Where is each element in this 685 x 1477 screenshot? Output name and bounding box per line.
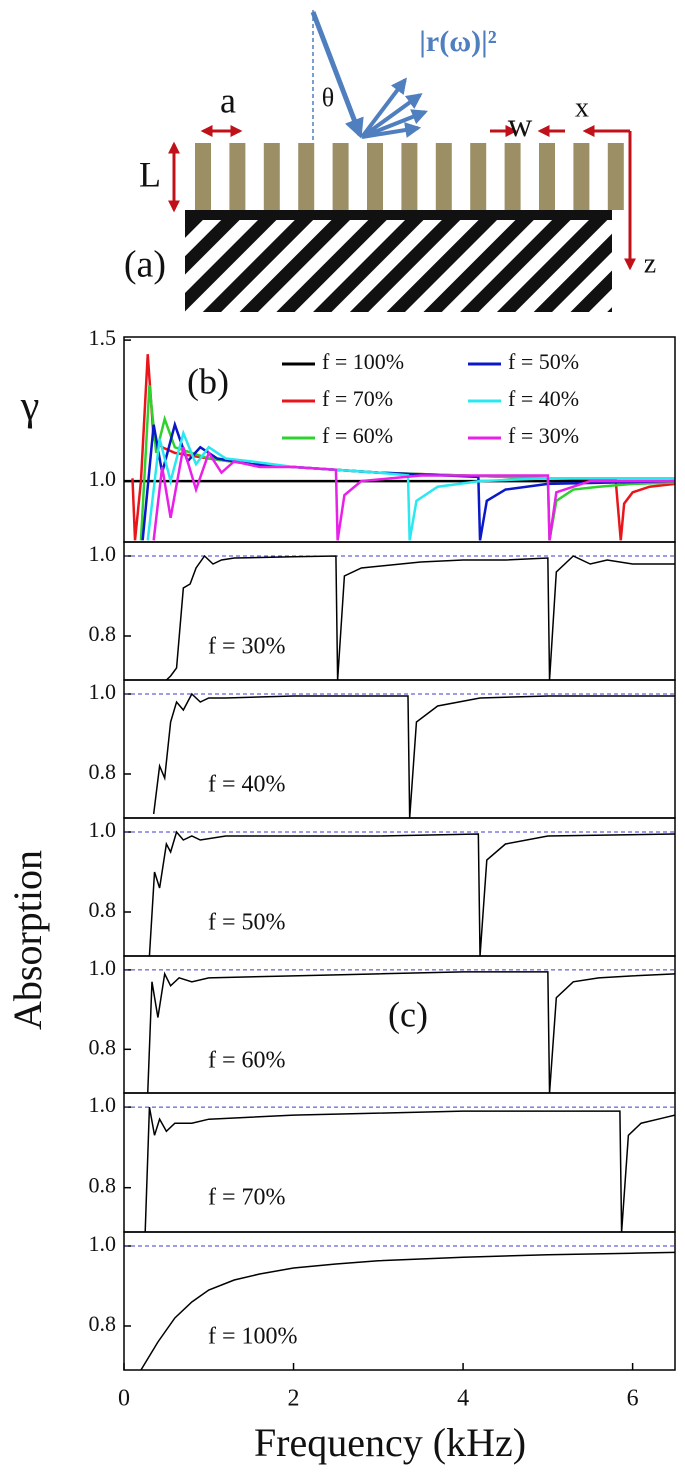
y-tick-label: 1.5	[89, 325, 117, 350]
frame	[123, 541, 676, 681]
y-tick-label: 1.0	[89, 541, 117, 566]
y-tick-label: 0.8	[89, 759, 117, 784]
slat	[607, 143, 624, 210]
lines	[140, 1251, 675, 1370]
dimension-arrows	[168, 125, 636, 271]
width-label: w	[508, 107, 533, 144]
substrate	[185, 220, 612, 312]
y-tick-label: 1.0	[89, 679, 117, 704]
y-tick-label: 1.0	[89, 955, 117, 980]
lines	[152, 692, 675, 818]
slat	[195, 143, 211, 210]
line	[140, 1251, 675, 1370]
y-tick-label: 0.8	[89, 897, 117, 922]
annotation: f = 70%	[208, 1185, 286, 1211]
x-tick-label: 6	[627, 1386, 639, 1412]
y-tick-label: 1.0	[89, 1231, 117, 1256]
backing	[185, 210, 612, 220]
annotation: f = 100%	[208, 1324, 298, 1350]
panel: 0.8 1.0 f = 40%	[89, 679, 676, 819]
line	[152, 692, 675, 818]
panel: 0.8 1.0 0 2 4 6 f = 100% Frequency (kHz)	[89, 1231, 676, 1465]
panel: 0.8 1.0 f = 70%	[89, 1092, 676, 1233]
slat	[367, 143, 383, 210]
slat	[573, 143, 590, 210]
z-axis-label: z	[644, 248, 656, 279]
panel: 0.8 1.0 f = 50%	[89, 817, 676, 957]
slat	[504, 143, 521, 210]
panel-label: (b)	[187, 361, 229, 401]
annotation: f = 60%	[208, 1048, 286, 1074]
slat	[539, 143, 555, 210]
legend-label: f = 30%	[508, 423, 579, 448]
panel: 0.8 1.0 f = 60% (c)	[89, 955, 676, 1094]
slat	[435, 143, 452, 210]
line	[146, 971, 675, 1093]
panel: 0.8 1.0 f = 30% Absorption	[5, 541, 676, 1030]
y-tick-label: 0.8	[89, 1173, 117, 1198]
annotation: f = 40%	[208, 772, 286, 798]
y-axis-label: Absorption	[5, 850, 50, 1030]
y-tick-label: 1.0	[89, 817, 117, 842]
x-tick-label: 2	[288, 1386, 300, 1412]
incident	[310, 11, 364, 139]
slats	[195, 143, 624, 210]
slat	[229, 143, 246, 210]
slat	[298, 143, 315, 210]
line	[152, 446, 675, 541]
y-axis-label: γ	[20, 384, 40, 430]
panel-label: (a)	[124, 244, 166, 286]
lines	[124, 354, 675, 541]
reflectance-label: |r(ω)|²	[419, 25, 496, 58]
y-tick-label: 0.8	[89, 1311, 117, 1336]
y-tick-label: 1.0	[89, 1092, 117, 1117]
y-tick-label: 0.8	[89, 1034, 117, 1059]
y-tick-label: 1.0	[89, 466, 117, 491]
legend-label: f = 100%	[322, 349, 404, 374]
frame	[123, 1092, 676, 1233]
legend-label: f = 70%	[322, 386, 393, 411]
x-axis-label: Frequency (kHz)	[254, 1420, 526, 1465]
frame	[123, 1231, 676, 1371]
line	[144, 1106, 675, 1232]
lines	[148, 830, 675, 956]
legend-label: f = 50%	[508, 349, 579, 374]
period-label: a	[220, 80, 236, 120]
slat	[263, 143, 280, 210]
x-tick-label: 4	[457, 1386, 469, 1412]
line	[148, 830, 675, 956]
slat	[332, 143, 349, 210]
legend-label: f = 60%	[322, 423, 393, 448]
schematic: a θ |r(ω)|² w x L (a) z	[124, 10, 656, 312]
angle-label: θ	[322, 83, 334, 112]
line	[165, 554, 675, 680]
height-label: L	[139, 154, 161, 194]
slat	[470, 143, 487, 210]
annotation: f = 50%	[208, 910, 286, 936]
lines	[144, 1106, 675, 1232]
line	[141, 420, 675, 541]
panel: 1.0 1.5 f = 100% f = 70% f = 60% f = 50% f = 4…	[20, 325, 676, 543]
panel-label: (c)	[388, 994, 428, 1034]
reflected	[360, 77, 428, 139]
y-tick-label: 0.8	[89, 621, 117, 646]
frame	[123, 679, 676, 819]
lines	[165, 554, 675, 680]
legend-label: f = 40%	[508, 386, 579, 411]
annotation: f = 30%	[208, 634, 286, 660]
slat	[401, 143, 418, 210]
x-tick-label: 0	[118, 1386, 130, 1412]
lines	[146, 971, 675, 1093]
x-axis-label: x	[575, 92, 589, 123]
